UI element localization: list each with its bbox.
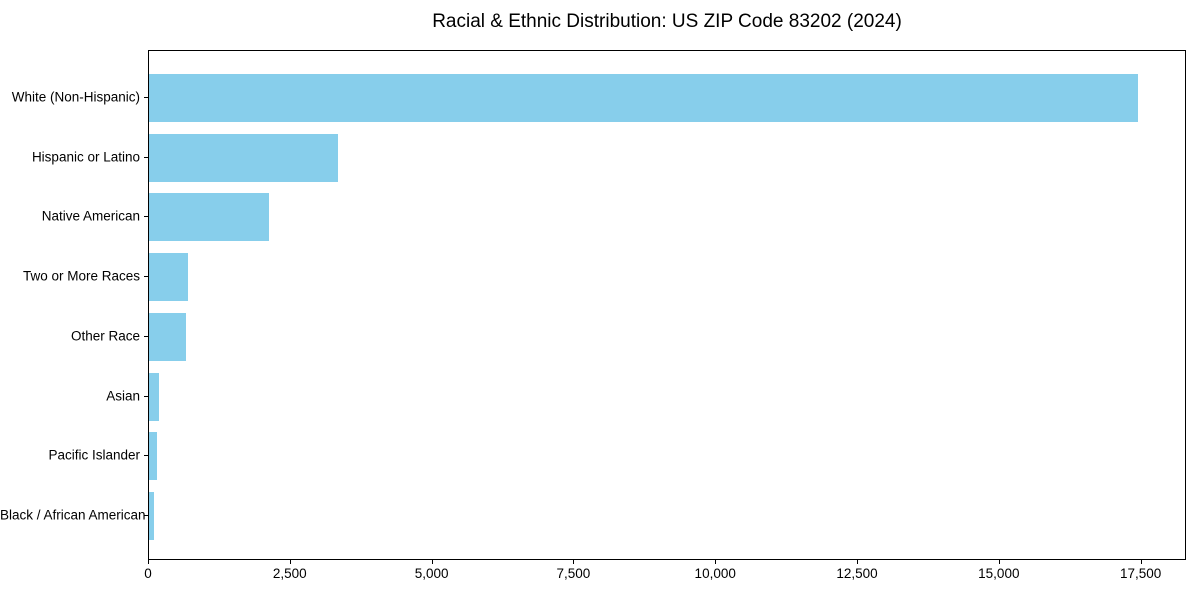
y-axis-tick xyxy=(144,395,148,397)
x-axis-tick xyxy=(431,560,433,564)
bar-hispanic-or-latino xyxy=(149,133,338,182)
x-axis-tick xyxy=(573,560,575,564)
bar-native-american xyxy=(149,193,269,242)
x-axis-tick xyxy=(857,560,859,564)
y-axis-label-native-american: Native American xyxy=(41,208,140,224)
y-axis-tick xyxy=(144,335,148,337)
y-axis-tick xyxy=(144,455,148,457)
x-axis-tick xyxy=(998,560,1000,564)
bar-two-or-more-races xyxy=(149,253,188,302)
y-axis-label-asian: Asian xyxy=(106,388,140,404)
bar-black-african-american xyxy=(149,491,154,540)
x-axis-tick-label: 12,500 xyxy=(836,566,878,581)
plot-area xyxy=(148,50,1186,560)
y-axis-label-two-or-more-races: Two or More Races xyxy=(22,268,140,284)
bar-other-race xyxy=(149,312,186,361)
x-axis-tick-label: 2,500 xyxy=(272,566,307,581)
y-axis-label-pacific-islander: Pacific Islander xyxy=(48,447,140,463)
x-axis-tick xyxy=(1140,560,1142,564)
x-axis-tick xyxy=(715,560,717,564)
y-axis-label-black-african-american: Black / African American xyxy=(0,507,146,523)
y-axis-label-other-race: Other Race xyxy=(70,328,140,344)
bar-asian xyxy=(149,372,160,421)
chart-title: Racial & Ethnic Distribution: US ZIP Cod… xyxy=(432,11,902,32)
x-axis-tick-label: 7,500 xyxy=(556,566,591,581)
x-axis-tick xyxy=(289,560,291,564)
x-axis-tick-label: 5,000 xyxy=(414,566,449,581)
x-axis-tick-label: 10,000 xyxy=(694,566,736,581)
x-axis-tick-label: 17,500 xyxy=(1119,566,1162,581)
bar-white-non-hispanic xyxy=(149,74,1138,122)
y-axis-tick xyxy=(144,97,148,98)
y-axis-tick xyxy=(144,216,148,218)
bar-pacific-islander xyxy=(149,432,157,481)
y-axis-tick xyxy=(144,276,148,278)
y-axis-label-white-non-hispanic: White (Non-Hispanic) xyxy=(11,89,140,105)
x-axis-tick xyxy=(148,560,149,564)
x-axis-tick-label: 15,000 xyxy=(978,566,1020,581)
y-axis-tick xyxy=(144,156,148,158)
y-axis-label-hispanic-or-latino: Hispanic or Latino xyxy=(31,149,140,165)
x-axis-tick-label: 0 xyxy=(144,566,152,581)
y-axis-tick xyxy=(144,514,148,516)
